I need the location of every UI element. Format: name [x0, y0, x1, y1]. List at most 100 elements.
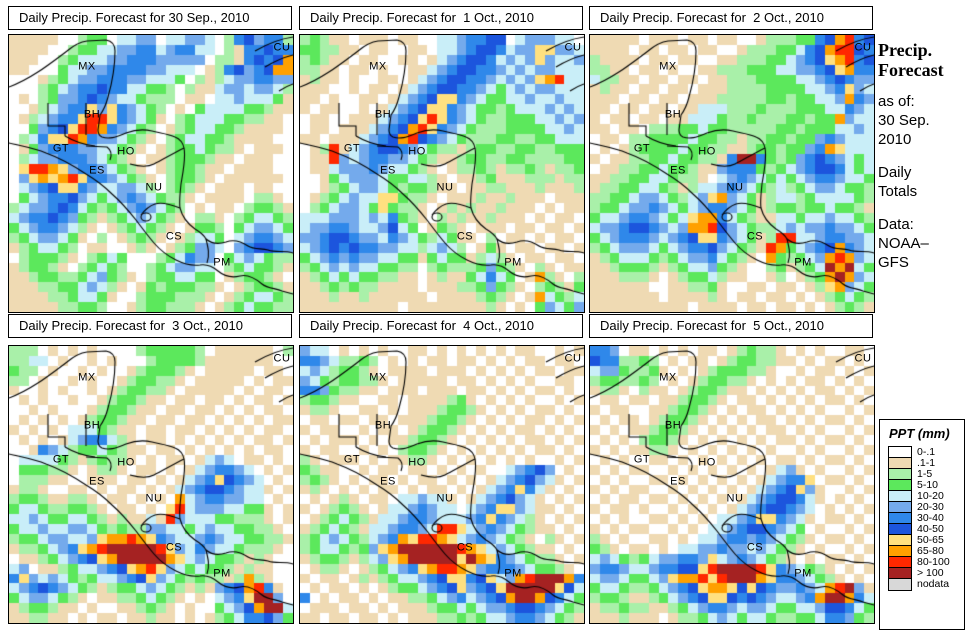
spacer	[878, 149, 966, 163]
sidebar-data-source: NOAA–	[878, 235, 929, 252]
country-label-es: ES	[89, 475, 105, 488]
sidebar-data-label: Data:	[878, 216, 914, 233]
panel-title-3: Daily Precip. Forecast for 2 Oct., 2010	[589, 6, 873, 30]
precip-grid-canvas	[300, 35, 584, 312]
panel-title-5: Daily Precip. Forecast for 4 Oct., 2010	[299, 314, 583, 338]
country-label-ho: HO	[698, 456, 716, 469]
panel-title-6: Daily Precip. Forecast for 5 Oct., 2010	[589, 314, 873, 338]
country-label-cs: CS	[456, 230, 474, 243]
sidebar-asof-label: as of:	[878, 93, 915, 110]
country-label-ho: HO	[408, 145, 426, 158]
country-label-cu: CU	[564, 41, 582, 54]
country-label-cs: CS	[746, 541, 764, 554]
legend-row-10: 80-100	[880, 555, 964, 569]
country-label-bh: BH	[83, 419, 101, 432]
precip-map-1: MX CU BH GT HO ES NU CS PM	[8, 34, 294, 313]
sidebar-title-line2: Forecast	[878, 60, 944, 80]
legend-row-12: nodata	[880, 577, 964, 591]
sidebar-daily: Daily	[878, 164, 912, 181]
country-label-cu: CU	[273, 352, 291, 365]
country-label-es: ES	[670, 164, 686, 177]
country-label-bh: BH	[83, 108, 101, 121]
legend-row-5: 20-30	[880, 500, 964, 514]
legend-label: .1-1	[917, 457, 936, 469]
country-label-mx: MX	[369, 371, 387, 384]
legend-label: 0-.1	[917, 446, 936, 458]
country-label-cs: CS	[456, 541, 474, 554]
country-label-bh: BH	[664, 419, 682, 432]
country-label-ho: HO	[698, 145, 716, 158]
legend-label: 20-30	[917, 501, 944, 513]
country-label-gt: GT	[633, 453, 651, 466]
country-label-gt: GT	[52, 453, 70, 466]
country-label-cs: CS	[165, 230, 183, 243]
legend-label: 50-65	[917, 534, 944, 546]
precip-map-6: MX CU BH GT HO ES NU CS PM	[589, 345, 875, 624]
precip-grid-canvas	[590, 346, 874, 623]
country-label-pm: PM	[504, 567, 522, 580]
sidebar-asof-year: 2010	[878, 131, 912, 148]
precip-map-2: MX CU BH GT HO ES NU CS PM	[299, 34, 585, 313]
country-label-es: ES	[380, 475, 396, 488]
legend-label: 80-100	[917, 556, 950, 568]
country-label-ho: HO	[117, 145, 135, 158]
legend-label: 65-80	[917, 545, 944, 557]
country-label-cu: CU	[854, 352, 872, 365]
country-label-bh: BH	[664, 108, 682, 121]
country-label-pm: PM	[213, 567, 231, 580]
country-label-nu: NU	[726, 181, 744, 194]
country-label-nu: NU	[436, 181, 454, 194]
country-label-mx: MX	[369, 60, 387, 73]
legend: PPT (mm) 0-.1.1-1 1-5 5-10 10-20 20-30 30-40 4…	[879, 419, 965, 630]
legend-label: 1-5	[917, 468, 933, 480]
country-label-gt: GT	[633, 142, 651, 155]
precip-map-4: MX CU BH GT HO ES NU CS PM	[8, 345, 294, 624]
panel-title-1: Daily Precip. Forecast for 30 Sep., 2010	[8, 6, 292, 30]
sidebar-title-line1: Precip.	[878, 40, 933, 60]
sidebar-asof-date: 30 Sep.	[878, 112, 930, 129]
country-label-ho: HO	[408, 456, 426, 469]
legend-title: PPT (mm)	[889, 426, 950, 441]
country-label-cs: CS	[746, 230, 764, 243]
country-label-gt: GT	[343, 142, 361, 155]
spacer	[878, 201, 966, 215]
legend-swatch	[888, 577, 912, 591]
country-label-nu: NU	[145, 181, 163, 194]
country-label-bh: BH	[374, 108, 392, 121]
country-label-nu: NU	[726, 492, 744, 505]
country-label-pm: PM	[794, 256, 812, 269]
country-label-nu: NU	[145, 492, 163, 505]
legend-row-4: 10-20	[880, 489, 964, 503]
country-label-mx: MX	[659, 60, 677, 73]
legend-row-8: 50-65	[880, 533, 964, 547]
legend-label: nodata	[917, 578, 950, 590]
sidebar: Precip. Forecast as of: 30 Sep. 2010 Dai…	[878, 40, 966, 272]
legend-label: 30-40	[917, 512, 944, 524]
country-label-es: ES	[89, 164, 105, 177]
precip-map-5: MX CU BH GT HO ES NU CS PM	[299, 345, 585, 624]
country-label-pm: PM	[213, 256, 231, 269]
panel-title-4: Daily Precip. Forecast for 3 Oct., 2010	[8, 314, 292, 338]
precip-grid-canvas	[590, 35, 874, 312]
country-label-cu: CU	[854, 41, 872, 54]
country-label-nu: NU	[436, 492, 454, 505]
precip-grid-canvas	[9, 346, 293, 623]
country-label-es: ES	[380, 164, 396, 177]
country-label-gt: GT	[343, 453, 361, 466]
legend-rows: 0-.1.1-1 1-5 5-10 10-20 20-30 30-40 40-50 50-65…	[880, 445, 964, 591]
legend-label: 10-20	[917, 490, 944, 502]
sidebar-data-source2: GFS	[878, 254, 909, 271]
country-label-pm: PM	[794, 567, 812, 580]
country-label-cu: CU	[564, 352, 582, 365]
panel-title-2: Daily Precip. Forecast for 1 Oct., 2010	[299, 6, 583, 30]
precip-map-3: MX CU BH GT HO ES NU CS PM	[589, 34, 875, 313]
country-label-cu: CU	[273, 41, 291, 54]
legend-label: 5-10	[917, 479, 939, 491]
country-label-bh: BH	[374, 419, 392, 432]
legend-label: 40-50	[917, 523, 944, 535]
sidebar-totals: Totals	[878, 183, 918, 200]
country-label-mx: MX	[78, 371, 96, 384]
precip-grid-canvas	[9, 35, 293, 312]
country-label-mx: MX	[659, 371, 677, 384]
